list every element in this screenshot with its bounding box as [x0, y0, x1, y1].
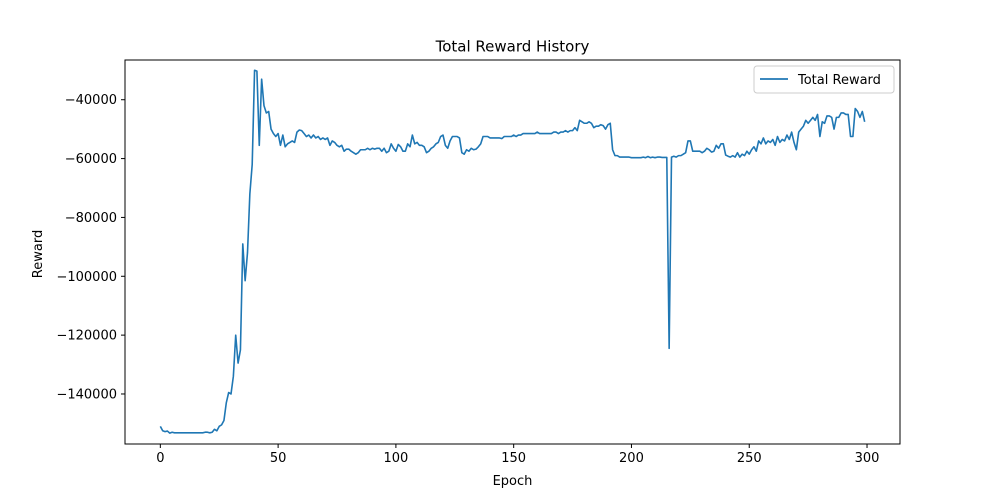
x-tick-label: 100: [383, 451, 408, 466]
x-axis-title: Epoch: [493, 474, 533, 489]
x-tick-label: 150: [501, 451, 526, 466]
legend-label: Total Reward: [797, 73, 881, 88]
x-tick-label: 300: [855, 451, 880, 466]
x-tick-label: 0: [156, 451, 164, 466]
x-tick-label: 200: [619, 451, 644, 466]
y-tick-label: −100000: [56, 270, 117, 285]
plot-frame: [124, 59, 901, 445]
plot-layer: [159, 69, 866, 434]
x-tick-label: 50: [270, 451, 287, 466]
series-line-0: [159, 69, 866, 434]
legend-box: [753, 65, 895, 94]
x-tick-label: 250: [737, 451, 762, 466]
legend: Total Reward: [753, 65, 895, 94]
y-tick-label: −80000: [65, 211, 117, 226]
axes-layer: 0 50 100 150 200 250 300 −140000 −120000 −100000 −…: [56, 59, 901, 466]
y-axis-title: Reward: [31, 230, 46, 278]
y-tick-label: −140000: [56, 387, 117, 402]
y-tick-label: −120000: [56, 329, 117, 344]
y-tick-label: −40000: [65, 93, 117, 108]
y-tick-label: −60000: [65, 152, 117, 167]
chart-title: Total Reward History: [435, 38, 590, 56]
